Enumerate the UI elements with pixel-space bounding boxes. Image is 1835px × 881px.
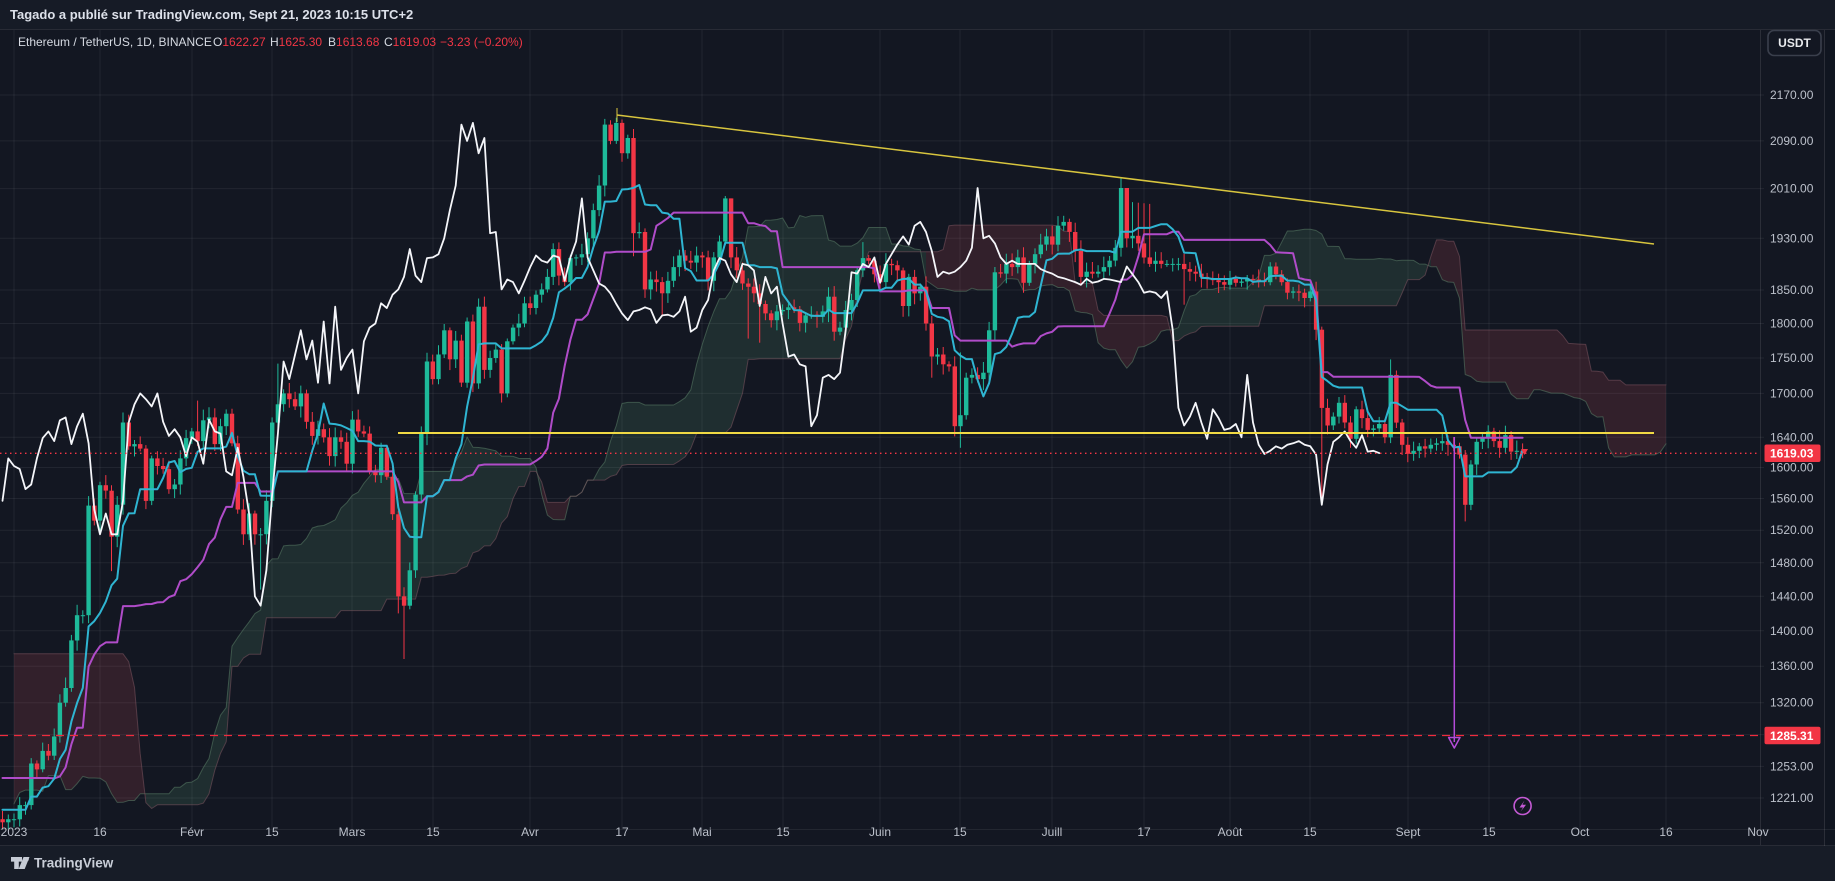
- svg-text:16: 16: [93, 825, 107, 839]
- svg-text:15: 15: [953, 825, 967, 839]
- svg-text:15: 15: [426, 825, 440, 839]
- svg-text:Juin: Juin: [869, 825, 891, 839]
- svg-text:15: 15: [265, 825, 279, 839]
- svg-text:1480.00: 1480.00: [1770, 556, 1814, 570]
- svg-text:Févr: Févr: [180, 825, 204, 839]
- svg-text:1600.00: 1600.00: [1770, 461, 1814, 475]
- svg-text:1221.00: 1221.00: [1770, 791, 1814, 805]
- svg-text:1750.00: 1750.00: [1770, 351, 1814, 365]
- svg-text:1400.00: 1400.00: [1770, 624, 1814, 638]
- svg-text:USDT: USDT: [1778, 36, 1811, 50]
- svg-text:2090.00: 2090.00: [1770, 134, 1814, 148]
- svg-text:17: 17: [615, 825, 629, 839]
- svg-text:Nov: Nov: [1747, 825, 1768, 839]
- svg-text:1440.00: 1440.00: [1770, 589, 1814, 603]
- svg-text:Tagado a publié sur TradingVie: Tagado a publié sur TradingView.com, Sep…: [10, 7, 413, 22]
- svg-text:−3.23 (−0.20%): −3.23 (−0.20%): [440, 35, 523, 49]
- svg-text:1253.00: 1253.00: [1770, 759, 1814, 773]
- svg-text:Juill: Juill: [1042, 825, 1063, 839]
- svg-text:15: 15: [1303, 825, 1317, 839]
- svg-text:Sept: Sept: [1396, 825, 1421, 839]
- svg-text:15: 15: [776, 825, 790, 839]
- svg-text:1619.03: 1619.03: [1770, 447, 1814, 461]
- svg-text:Avr: Avr: [521, 825, 539, 839]
- svg-text:O1622.27: O1622.27: [213, 35, 266, 49]
- svg-text:1520.00: 1520.00: [1770, 523, 1814, 537]
- svg-text:1360.00: 1360.00: [1770, 659, 1814, 673]
- svg-text:Août: Août: [1218, 825, 1243, 839]
- svg-text:1700.00: 1700.00: [1770, 386, 1814, 400]
- svg-text:1285.31: 1285.31: [1770, 729, 1814, 743]
- svg-text:B1613.68: B1613.68: [328, 35, 380, 49]
- svg-text:1640.00: 1640.00: [1770, 430, 1814, 444]
- svg-text:1930.00: 1930.00: [1770, 231, 1814, 245]
- svg-text:1320.00: 1320.00: [1770, 696, 1814, 710]
- svg-text:17: 17: [1137, 825, 1151, 839]
- svg-text:2010.00: 2010.00: [1770, 182, 1814, 196]
- svg-text:Ethereum / TetherUS, 1D, BINAN: Ethereum / TetherUS, 1D, BINANCE: [18, 35, 212, 49]
- svg-text:Mars: Mars: [339, 825, 366, 839]
- svg-text:H1625.30: H1625.30: [270, 35, 322, 49]
- svg-text:2170.00: 2170.00: [1770, 88, 1814, 102]
- svg-text:TradingView: TradingView: [34, 856, 114, 871]
- svg-text:C1619.03: C1619.03: [384, 35, 436, 49]
- svg-text:1800.00: 1800.00: [1770, 317, 1814, 331]
- svg-text:1560.00: 1560.00: [1770, 492, 1814, 506]
- svg-text:Oct: Oct: [1571, 825, 1590, 839]
- svg-text:Mai: Mai: [692, 825, 711, 839]
- svg-text:2023: 2023: [1, 825, 28, 839]
- svg-text:1850.00: 1850.00: [1770, 283, 1814, 297]
- svg-text:16: 16: [1659, 825, 1673, 839]
- svg-text:15: 15: [1482, 825, 1496, 839]
